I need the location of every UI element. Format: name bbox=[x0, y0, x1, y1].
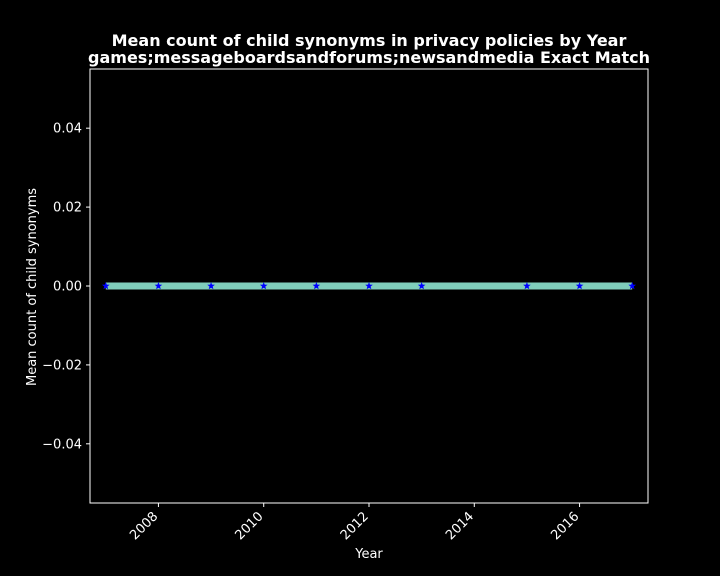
chart-title: Mean count of child synonyms in privacy … bbox=[112, 31, 627, 50]
data-point-star bbox=[259, 282, 268, 290]
y-axis: 0.04 0.02 0.00 −0.02 −0.04 bbox=[42, 122, 90, 452]
data-point-star bbox=[417, 282, 426, 290]
chart-subtitle: games;messageboardsandforums;newsandmedi… bbox=[88, 48, 650, 67]
y-tick-label: −0.02 bbox=[42, 358, 82, 373]
data-point-star bbox=[207, 282, 215, 290]
y-tick-label: 0.04 bbox=[53, 122, 82, 137]
y-tick-label: −0.04 bbox=[42, 437, 82, 452]
data-point-star bbox=[575, 282, 584, 290]
data-point-star bbox=[523, 282, 531, 290]
data-point-star bbox=[154, 282, 163, 290]
y-tick-label: 0.02 bbox=[53, 201, 82, 216]
series-layer bbox=[101, 282, 637, 290]
y-axis-label: Mean count of child synonyms bbox=[25, 188, 40, 386]
data-point-star bbox=[365, 282, 373, 290]
x-axis-label: Year bbox=[354, 547, 383, 562]
data-point-star bbox=[101, 282, 110, 290]
y-tick-label: 0.00 bbox=[53, 280, 82, 295]
data-point-star bbox=[312, 282, 321, 290]
data-point-star bbox=[628, 282, 637, 290]
